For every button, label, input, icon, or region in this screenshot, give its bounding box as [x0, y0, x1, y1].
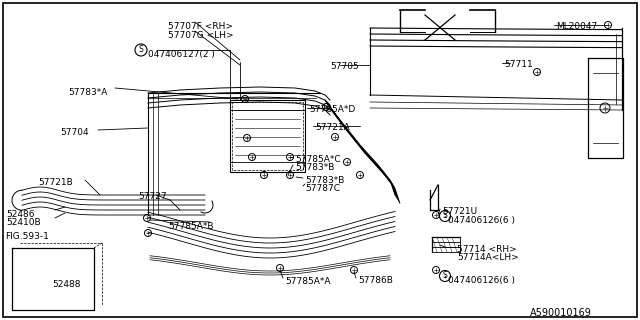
- Text: 57721B: 57721B: [38, 178, 73, 187]
- Text: 52410B: 52410B: [6, 218, 40, 227]
- Text: 57721A: 57721A: [315, 123, 349, 132]
- Text: S: S: [139, 45, 143, 54]
- Text: 57783*B: 57783*B: [295, 163, 334, 172]
- Text: 57711: 57711: [504, 60, 532, 69]
- Text: 57785A*D: 57785A*D: [309, 105, 355, 114]
- Text: FIG.593-1: FIG.593-1: [5, 232, 49, 241]
- Text: S: S: [443, 212, 447, 220]
- Text: 57707G <LH>: 57707G <LH>: [168, 31, 234, 40]
- Text: 57721U: 57721U: [442, 207, 477, 216]
- Text: 57714A<LH>: 57714A<LH>: [457, 253, 519, 262]
- Text: 57785A*B: 57785A*B: [168, 222, 214, 231]
- Text: 52488: 52488: [52, 280, 81, 289]
- Text: 57785A*A: 57785A*A: [285, 277, 330, 286]
- Text: 57707F <RH>: 57707F <RH>: [168, 22, 233, 31]
- Text: A590010169: A590010169: [530, 308, 592, 318]
- Text: 047406126(6 ): 047406126(6 ): [448, 276, 515, 285]
- Bar: [230, 100, 305, 172]
- Text: 57714 <RH>: 57714 <RH>: [457, 245, 516, 254]
- Text: 52486: 52486: [6, 210, 35, 219]
- Text: 57785A*C: 57785A*C: [295, 155, 340, 164]
- Text: S: S: [443, 271, 447, 281]
- Text: 57704: 57704: [60, 128, 88, 137]
- Text: ML20047: ML20047: [556, 22, 597, 31]
- Text: 57705: 57705: [330, 62, 359, 71]
- Text: 047406126(6 ): 047406126(6 ): [448, 216, 515, 225]
- Text: 57783*B: 57783*B: [305, 176, 344, 185]
- Text: 57727: 57727: [138, 192, 166, 201]
- Text: 57786B: 57786B: [358, 276, 393, 285]
- Text: 047406127(2 ): 047406127(2 ): [148, 50, 215, 59]
- Text: 57787C: 57787C: [305, 184, 340, 193]
- Text: 57783*A: 57783*A: [68, 88, 108, 97]
